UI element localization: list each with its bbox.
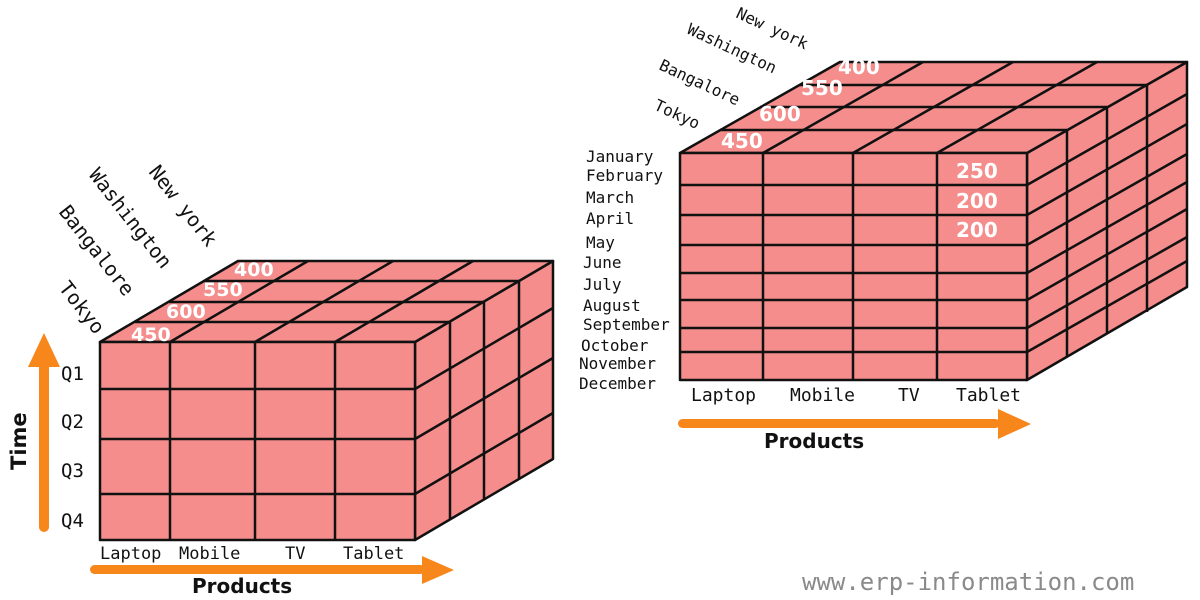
cube-quarterly-value-newyork: 400: [234, 259, 274, 281]
cube-monthly: 450 600 550 400 250 200 200 Tokyo Bangal…: [579, 3, 1189, 453]
cube-monthly-product-tv: TV: [898, 385, 920, 406]
cube-monthly-product-tablet: Tablet: [956, 385, 1021, 406]
cube-quarterly-front-grid: [100, 342, 415, 540]
cube-monthly-time-january: January: [586, 147, 654, 166]
cube-monthly-tablet-value-january: 250: [956, 159, 998, 183]
cube-monthly-time-june: June: [583, 253, 622, 272]
cube-monthly-value-tokyo: 450: [721, 129, 763, 153]
cube-monthly-side-grid: [1026, 85, 1188, 357]
cube-quarterly-product-laptop: Laptop: [100, 544, 161, 564]
cube-monthly-tablet-value-march: 200: [956, 218, 998, 242]
cube-monthly-value-bangalore: 600: [759, 102, 801, 126]
cube-quarterly-products-axis-title: Products: [192, 574, 292, 598]
cube-monthly-time-july: July: [583, 275, 622, 294]
cube-monthly-time-october: October: [581, 336, 649, 355]
watermark: www.erp-information.com: [802, 568, 1134, 596]
products-axis-arrow-right: [678, 409, 1031, 439]
cube-quarterly-time-q4: Q4: [61, 510, 84, 532]
cube-quarterly-front-face: [98, 340, 417, 542]
cube-quarterly-value-bangalore: 600: [166, 301, 206, 323]
cube-quarterly-product-tv: TV: [285, 544, 305, 564]
cube-quarterly-time-q3: Q3: [61, 460, 84, 482]
cube-quarterly-product-mobile: Mobile: [179, 544, 240, 564]
cube-monthly-product-laptop: Laptop: [691, 385, 756, 406]
cube-monthly-time-may: May: [586, 233, 615, 252]
cube-quarterly-value-tokyo: 450: [131, 324, 171, 346]
cube-monthly-front-grid: [680, 153, 1027, 380]
cube-quarterly-time-q2: Q2: [61, 411, 84, 433]
cube-monthly-top-grid: [720, 60, 1147, 155]
cube-quarterly-product-tablet: Tablet: [343, 544, 404, 564]
products-axis-arrow-left: [90, 556, 454, 584]
time-axis-arrow: [28, 333, 60, 532]
cube-monthly-time-august: August: [583, 296, 641, 315]
cube-monthly-value-washington: 550: [801, 76, 843, 100]
cube-monthly-value-newyork: 400: [838, 55, 880, 79]
cube-quarterly-location-tokyo: Tokyo: [54, 276, 110, 338]
cube-monthly-time-february: February: [586, 166, 663, 185]
cube-quarterly: 450 600 550 400 Tokyo Bangalore Washingt…: [7, 160, 555, 598]
cube-monthly-time-december: December: [579, 374, 656, 393]
cube-monthly-products-axis-title: Products: [764, 429, 864, 453]
cube-monthly-time-march: March: [586, 188, 634, 207]
cube-monthly-location-tokyo: Tokyo: [651, 95, 703, 133]
cube-quarterly-top-grid: [135, 259, 519, 344]
cube-monthly-time-november: November: [579, 354, 656, 373]
cube-monthly-product-mobile: Mobile: [790, 385, 855, 406]
cube-monthly-tablet-value-february: 200: [956, 189, 998, 213]
cube-quarterly-side-grid: [414, 281, 554, 520]
cube-quarterly-time-axis-title: Time: [7, 412, 31, 470]
cube-quarterly-value-washington: 550: [203, 279, 243, 301]
cube-monthly-time-april: April: [586, 209, 634, 228]
cube-monthly-time-september: September: [583, 315, 670, 334]
cube-quarterly-time-q1: Q1: [61, 363, 84, 385]
